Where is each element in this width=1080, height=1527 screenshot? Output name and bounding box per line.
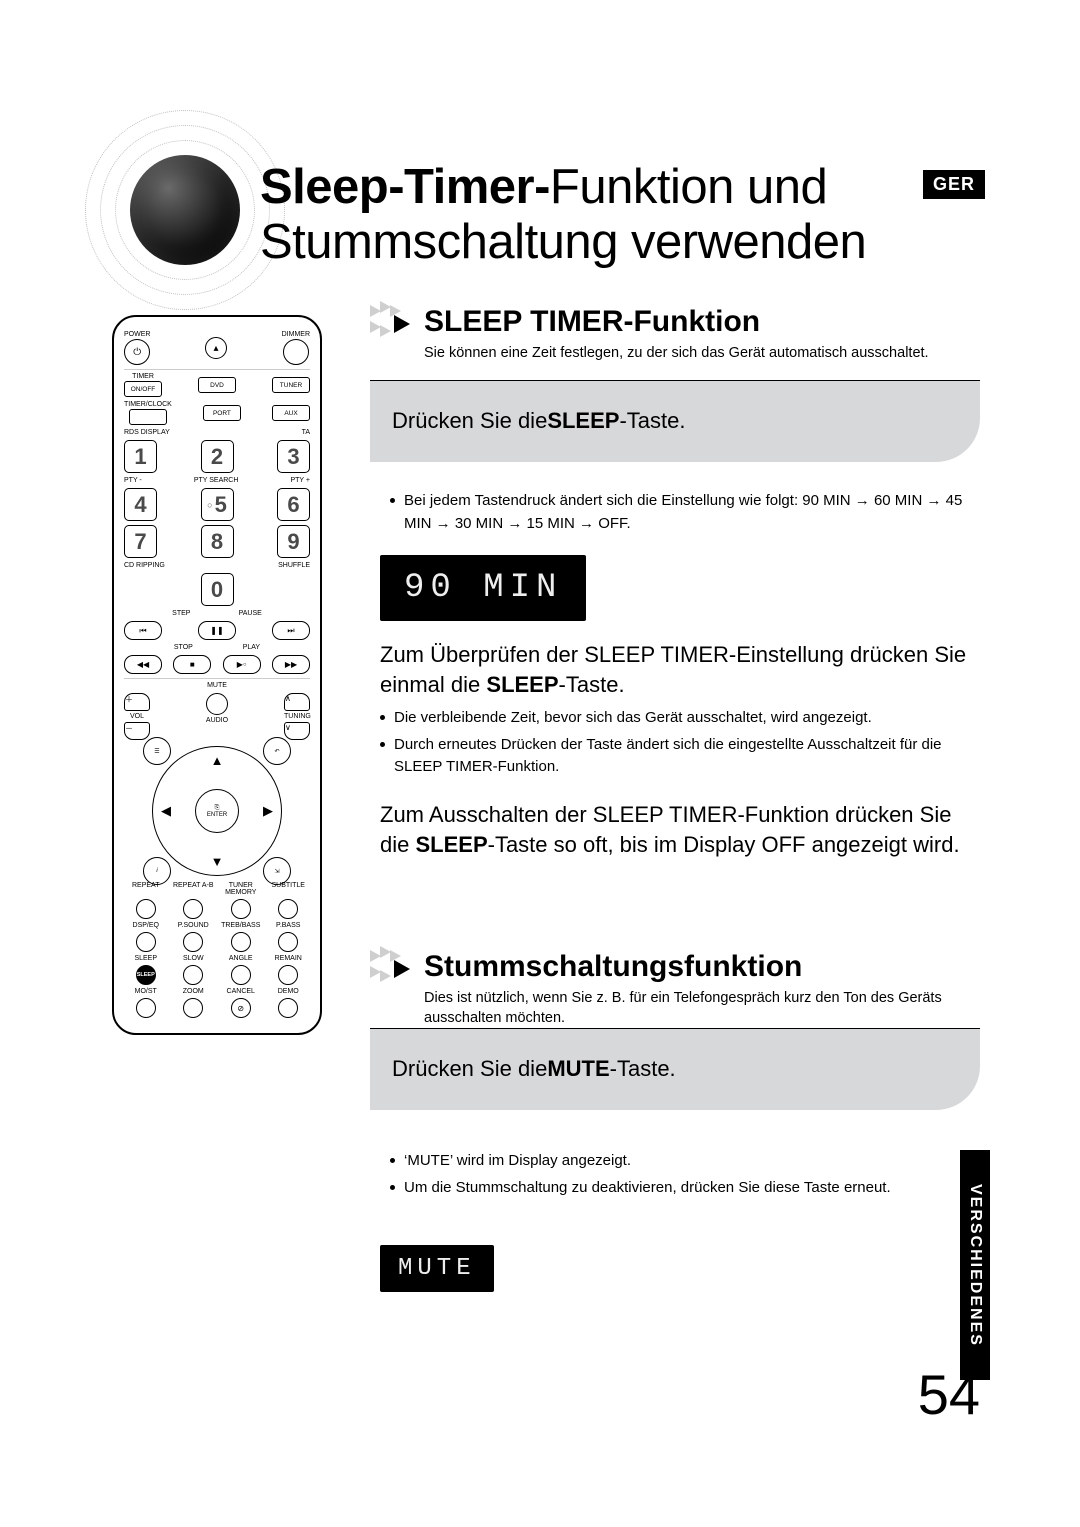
language-badge: GER: [923, 170, 985, 199]
lcd-display-90min: 90 MIN: [380, 555, 586, 621]
arrows-icon: [370, 946, 418, 982]
side-tab-verschiedenes: VERSCHIEDENES: [960, 1150, 990, 1380]
sleep-check-block: Zum Überprüfen der SLEEP TIMER-Einstellu…: [380, 640, 980, 783]
sleep-button-highlight: SLEEP: [136, 965, 156, 985]
sleep-off-block: Zum Ausschalten der SLEEP TIMER-Funktion…: [380, 800, 980, 867]
sleep-sequence-text: Bei jedem Tastendruck ändert sich die Ei…: [390, 490, 980, 539]
speaker-decoration: [85, 110, 285, 310]
section-sleep-timer-header: SLEEP TIMER-Funktion Sie können eine Zei…: [370, 295, 980, 363]
arrows-icon: [370, 301, 418, 337]
mute-bullets: ‘MUTE’ wird im Display angezeigt. Um die…: [390, 1150, 930, 1203]
section-subtitle: Sie können eine Zeit festlegen, zu der s…: [424, 343, 929, 363]
page-title: Sleep-Timer-Funktion und Stummschaltung …: [260, 160, 890, 270]
lcd-display-mute: MUTE: [380, 1245, 494, 1292]
section-title: SLEEP TIMER-Funktion: [424, 305, 929, 339]
instruction-bar-sleep: Drücken Sie die SLEEP-Taste.: [370, 380, 980, 462]
remote-control-illustration: POWER⏻ ▴ DIMMER TIMERON/OFF DVD TUNER TI…: [112, 315, 322, 1035]
instruction-bar-mute: Drücken Sie die MUTE-Taste.: [370, 1028, 980, 1110]
page-number: 54: [918, 1362, 980, 1427]
section-mute-header: Stummschaltungsfunktion Dies ist nützlic…: [370, 940, 980, 1029]
section-subtitle: Dies ist nützlich, wenn Sie z. B. für ei…: [424, 988, 980, 1029]
section-title: Stummschaltungsfunktion: [424, 950, 980, 984]
